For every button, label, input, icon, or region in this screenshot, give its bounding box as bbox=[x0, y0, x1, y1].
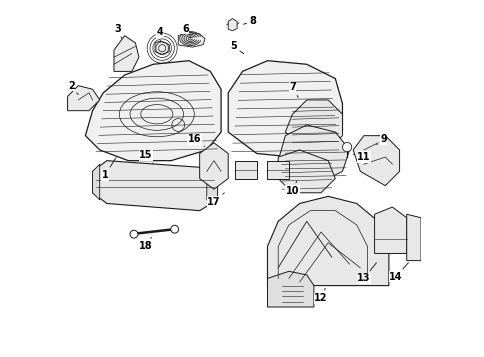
Text: 16: 16 bbox=[187, 134, 204, 146]
Circle shape bbox=[130, 230, 137, 238]
Polygon shape bbox=[267, 271, 313, 307]
Polygon shape bbox=[374, 207, 406, 253]
Text: 18: 18 bbox=[139, 237, 152, 251]
Text: 5: 5 bbox=[230, 41, 243, 54]
Text: 10: 10 bbox=[285, 181, 299, 196]
Polygon shape bbox=[178, 32, 205, 47]
Polygon shape bbox=[267, 161, 288, 178]
Polygon shape bbox=[206, 168, 217, 200]
Polygon shape bbox=[406, 214, 420, 261]
Polygon shape bbox=[235, 161, 256, 178]
Text: 1: 1 bbox=[102, 158, 116, 180]
Text: 7: 7 bbox=[288, 82, 298, 97]
Text: 8: 8 bbox=[243, 16, 256, 26]
Text: 12: 12 bbox=[314, 288, 327, 303]
Circle shape bbox=[170, 225, 178, 233]
Text: 4: 4 bbox=[157, 27, 164, 42]
Text: 2: 2 bbox=[68, 81, 78, 95]
Polygon shape bbox=[278, 125, 349, 182]
Polygon shape bbox=[155, 41, 169, 54]
Polygon shape bbox=[85, 61, 221, 161]
Polygon shape bbox=[92, 161, 217, 211]
Polygon shape bbox=[267, 196, 388, 286]
Text: 13: 13 bbox=[356, 263, 376, 283]
Polygon shape bbox=[92, 164, 100, 200]
Polygon shape bbox=[352, 136, 399, 186]
Text: 14: 14 bbox=[389, 263, 408, 282]
Text: 11: 11 bbox=[352, 152, 370, 162]
Text: 3: 3 bbox=[114, 24, 121, 39]
Polygon shape bbox=[228, 61, 342, 157]
Polygon shape bbox=[278, 150, 334, 193]
Polygon shape bbox=[285, 100, 342, 150]
Text: 9: 9 bbox=[376, 134, 386, 145]
Circle shape bbox=[342, 142, 351, 152]
Polygon shape bbox=[199, 143, 228, 189]
Text: 6: 6 bbox=[182, 24, 190, 38]
Text: 15: 15 bbox=[139, 150, 153, 164]
Polygon shape bbox=[228, 19, 237, 31]
Text: 17: 17 bbox=[207, 193, 224, 207]
Polygon shape bbox=[114, 36, 139, 71]
Polygon shape bbox=[67, 86, 100, 111]
